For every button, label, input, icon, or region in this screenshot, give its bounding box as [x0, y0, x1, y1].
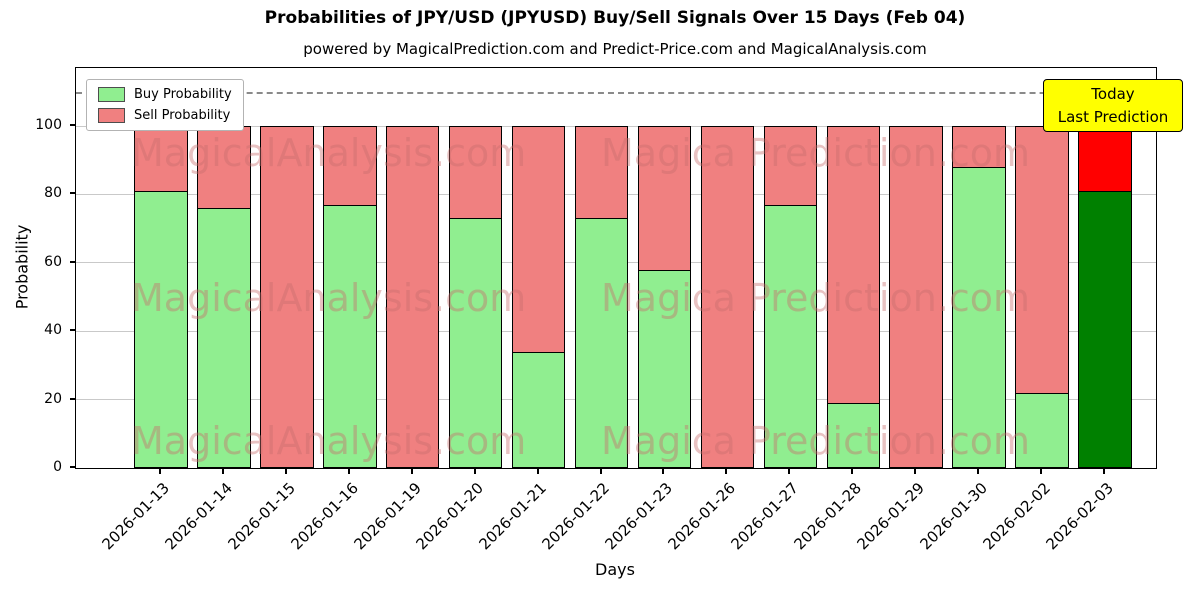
bar-buy-segment	[763, 204, 818, 468]
bar-sell-segment	[323, 126, 377, 206]
x-tick-mark	[473, 469, 476, 474]
y-tick-label: 80	[44, 185, 62, 202]
chart-subtitle: powered by MagicalPrediction.com and Pre…	[303, 40, 927, 58]
bar-buy-segment	[574, 218, 629, 468]
bar-buy-segment	[1078, 191, 1132, 468]
dashed-threshold-line	[76, 91, 1156, 94]
x-tick-label: 2026-01-15	[224, 479, 299, 554]
y-tick-mark	[70, 192, 75, 195]
legend: Buy Probability Sell Probability	[86, 79, 244, 131]
x-tick-label: 2026-02-03	[1042, 479, 1117, 554]
bar-buy-segment	[826, 403, 880, 468]
bars-layer	[76, 68, 1156, 468]
x-tick-label: 2026-01-23	[601, 479, 677, 554]
legend-sell-label: Sell Probability	[134, 108, 231, 123]
x-ticks-layer: 2026-01-13 2026-01-14 2026-01-15 2026-01-16…	[75, 469, 1155, 594]
x-tick-label: 2026-01-30	[916, 479, 991, 554]
y-tick-label: 0	[53, 459, 62, 475]
bar-buy-segment	[511, 351, 566, 468]
bar-sell-segment	[1078, 126, 1132, 193]
x-tick-mark	[1103, 469, 1106, 474]
y-tick-mark	[70, 329, 75, 332]
today-annotation: Today Last Prediction	[1043, 79, 1183, 132]
x-tick-label: 2026-01-28	[790, 479, 866, 554]
x-tick-label: 2026-01-26	[664, 479, 740, 554]
legend-buy-label: Buy Probability	[134, 87, 232, 102]
y-tick-label: 60	[44, 253, 62, 270]
bar-buy-segment	[197, 208, 251, 468]
x-tick-label: 2026-01-14	[161, 479, 236, 554]
y-ticks-layer: 0 20 40 60 80 100	[0, 67, 75, 475]
bar-sell-segment	[448, 126, 503, 220]
bar-sell-segment	[260, 126, 314, 468]
bar-sell-segment	[952, 126, 1006, 169]
x-tick-label: 2026-01-29	[853, 479, 928, 554]
x-tick-label: 2026-01-22	[538, 479, 614, 554]
bar-sell-segment	[763, 126, 818, 206]
bar-sell-segment	[197, 126, 251, 210]
x-tick-mark	[725, 469, 728, 474]
bar-sell-segment	[385, 126, 440, 468]
chart-title: Probabilities of JPY/USD (JPYUSD) Buy/Se…	[264, 8, 966, 28]
y-tick-label: 20	[44, 390, 62, 407]
x-tick-mark	[788, 469, 791, 474]
today-annotation-line2: Last Prediction	[1057, 107, 1169, 126]
bar-buy-segment	[448, 218, 503, 468]
legend-sell-swatch	[98, 108, 125, 123]
x-tick-label: 2026-02-02	[979, 479, 1054, 554]
bar-buy-segment	[1015, 392, 1069, 468]
x-tick-mark	[914, 469, 917, 474]
y-tick-mark	[70, 260, 75, 263]
x-tick-mark	[599, 469, 602, 474]
x-tick-mark	[221, 469, 224, 474]
x-tick-mark	[410, 469, 413, 474]
x-tick-mark	[977, 469, 980, 474]
y-tick-mark	[70, 124, 75, 127]
today-annotation-line1: Today	[1091, 85, 1135, 103]
x-tick-mark	[347, 469, 350, 474]
bar-sell-segment	[637, 126, 692, 271]
x-tick-mark	[536, 469, 539, 474]
plot-area: MagicalAnalysis.com Magica Prediction.com…	[75, 67, 1183, 469]
bar-sell-segment	[511, 126, 566, 353]
x-tick-mark	[851, 469, 854, 474]
bar-sell-segment	[700, 126, 755, 468]
gridline	[76, 125, 1156, 127]
legend-buy-swatch	[98, 87, 125, 102]
bar-sell-segment	[889, 126, 943, 468]
bar-sell-segment	[574, 126, 629, 220]
y-tick-mark	[70, 397, 75, 400]
x-tick-mark	[158, 469, 161, 474]
x-tick-mark	[662, 469, 665, 474]
legend-item-sell: Sell Probability	[98, 108, 232, 123]
bar-sell-segment	[134, 126, 188, 193]
y-tick-label: 100	[35, 117, 62, 134]
bar-buy-segment	[637, 269, 692, 468]
x-tick-label: 2026-01-13	[98, 479, 173, 554]
x-tick-mark	[284, 469, 287, 474]
x-axis-label: Days	[595, 560, 635, 579]
bar-buy-segment	[323, 204, 377, 468]
y-tick-label: 40	[44, 322, 62, 339]
y-tick-mark	[70, 466, 75, 468]
bar-buy-segment	[952, 167, 1006, 468]
bar-buy-segment	[134, 191, 188, 468]
bar-sell-segment	[1015, 126, 1069, 394]
x-tick-mark	[1040, 469, 1043, 474]
legend-item-buy: Buy Probability	[98, 87, 232, 102]
bar-sell-segment	[826, 126, 880, 405]
x-tick-label: 2026-01-27	[727, 479, 803, 554]
